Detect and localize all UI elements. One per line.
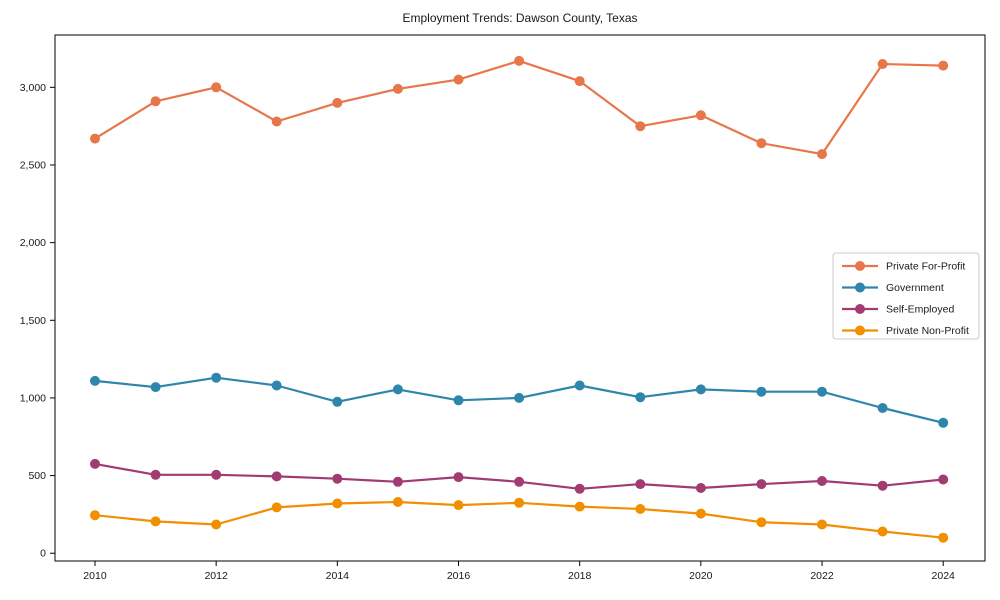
data-point-marker — [211, 372, 222, 383]
data-point-marker — [938, 60, 949, 71]
data-point-marker — [635, 504, 646, 514]
x-tick-label: 2024 — [932, 570, 956, 582]
x-tick-label: 2020 — [689, 570, 713, 582]
data-point-marker — [938, 417, 949, 428]
data-point-marker — [877, 480, 888, 491]
data-point-marker — [574, 76, 585, 87]
data-point-marker — [90, 510, 100, 521]
legend-box — [832, 252, 980, 340]
data-point-marker — [938, 474, 949, 485]
data-point-marker — [817, 476, 827, 486]
y-tick-label: 3,000 — [20, 82, 46, 94]
legend-label: Private For-Profit — [886, 261, 965, 273]
data-point-marker — [877, 526, 888, 537]
legend-marker-icon — [855, 325, 865, 336]
x-tick-label: 2010 — [83, 570, 107, 582]
data-point-marker — [938, 532, 949, 543]
x-tick-label: 2018 — [568, 570, 592, 582]
data-point-marker — [453, 472, 464, 483]
data-point-marker — [392, 476, 403, 487]
series-lines — [90, 55, 949, 543]
legend-marker-icon — [855, 282, 865, 293]
legend-label: Self-Employed — [886, 304, 954, 316]
data-point-marker — [695, 110, 706, 121]
x-tick-label: 2022 — [810, 570, 834, 582]
data-point-marker — [453, 500, 464, 511]
data-point-marker — [150, 96, 161, 107]
data-point-marker — [332, 473, 343, 484]
y-tick-label: 1,500 — [20, 315, 46, 327]
data-point-marker — [90, 375, 100, 386]
data-point-marker — [150, 516, 161, 527]
data-point-marker — [211, 519, 222, 530]
data-point-marker — [211, 82, 222, 93]
data-point-marker — [332, 97, 343, 108]
data-point-marker — [211, 469, 222, 480]
legend-label: Government — [886, 282, 944, 294]
data-point-marker — [635, 479, 646, 490]
data-point-marker — [90, 133, 100, 144]
data-point-marker — [756, 479, 767, 490]
data-point-marker — [453, 74, 464, 85]
y-tick-label: 1,000 — [20, 392, 46, 404]
x-tick-label: 2012 — [204, 570, 228, 582]
data-point-marker — [574, 380, 585, 391]
legend-marker-icon — [855, 261, 865, 271]
data-point-marker — [332, 498, 343, 509]
legend-label: Private Non-Profit — [886, 325, 969, 337]
legend: Private For-Profit Government Self-Employe… — [832, 252, 980, 340]
plot-frame — [54, 34, 986, 562]
data-point-marker — [453, 395, 464, 406]
data-point-marker — [271, 502, 282, 513]
y-tick-label: 2,500 — [20, 159, 46, 171]
data-point-marker — [695, 384, 706, 395]
data-point-marker — [817, 386, 827, 397]
data-point-marker — [332, 396, 343, 407]
data-point-marker — [695, 508, 706, 519]
data-point-marker — [514, 476, 525, 487]
data-point-marker — [514, 497, 525, 508]
data-point-marker — [514, 392, 525, 403]
data-point-marker — [756, 386, 767, 397]
data-point-marker — [271, 380, 282, 391]
data-point-marker — [877, 59, 888, 69]
data-point-marker — [635, 121, 646, 132]
x-tick-label: 2014 — [326, 570, 350, 582]
y-tick-label: 0 — [40, 548, 46, 560]
data-point-marker — [817, 519, 827, 530]
data-point-marker — [392, 83, 403, 94]
y-tick-label: 2,000 — [20, 237, 46, 249]
data-point-marker — [392, 497, 403, 507]
chart-title: Employment Trends: Dawson County, Texas — [403, 11, 638, 25]
x-axis: 2010 2012 2014 2016 2018 2020 2022 2024 — [83, 561, 955, 582]
data-point-marker — [150, 382, 161, 393]
series-line — [94, 59, 944, 156]
data-point-marker — [90, 458, 100, 469]
data-point-marker — [695, 483, 706, 493]
data-point-marker — [877, 403, 888, 413]
y-tick-label: 500 — [28, 470, 46, 482]
data-point-marker — [756, 138, 767, 149]
data-point-marker — [392, 384, 403, 395]
legend-marker-icon — [855, 304, 865, 314]
data-point-marker — [574, 483, 585, 494]
data-point-marker — [635, 392, 646, 403]
data-point-marker — [150, 469, 161, 480]
data-point-marker — [271, 471, 282, 482]
x-tick-label: 2016 — [447, 570, 471, 582]
data-point-marker — [271, 116, 282, 127]
data-point-marker — [817, 149, 827, 160]
data-point-marker — [574, 501, 585, 512]
data-point-marker — [756, 517, 767, 528]
data-point-marker — [514, 55, 525, 66]
y-axis: 0 500 1,000 1,500 2,000 2,500 3,000 — [20, 82, 55, 560]
